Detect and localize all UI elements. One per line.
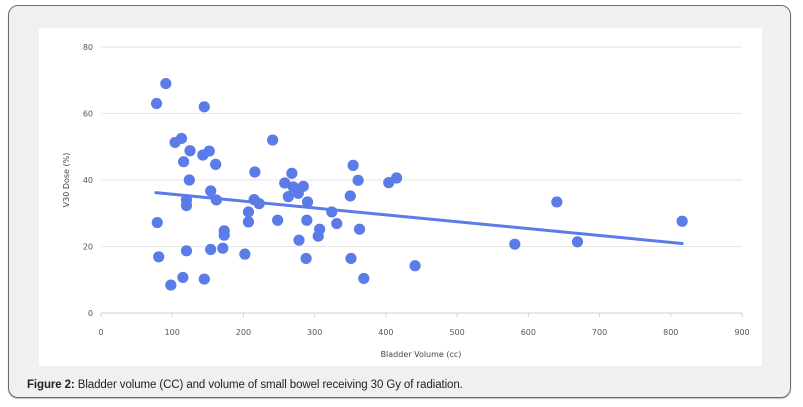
data-point bbox=[249, 166, 261, 178]
x-axis-ticks: 0 100 200 300 400 500 600 700 800 900 bbox=[98, 328, 749, 337]
data-point bbox=[326, 206, 338, 218]
data-point bbox=[218, 229, 230, 241]
data-point bbox=[347, 159, 359, 171]
data-point bbox=[409, 260, 421, 272]
data-point bbox=[293, 234, 305, 246]
data-point bbox=[331, 217, 343, 230]
caption-text: Bladder volume (CC) and volume of small … bbox=[74, 379, 463, 391]
data-point bbox=[205, 243, 217, 256]
gridlines bbox=[101, 46, 742, 247]
x-tick-label: 200 bbox=[236, 328, 251, 337]
data-point bbox=[352, 174, 364, 186]
data-point bbox=[153, 251, 165, 263]
data-point bbox=[301, 214, 313, 226]
data-point bbox=[353, 223, 366, 235]
y-tick-label: 40 bbox=[83, 176, 93, 185]
data-point bbox=[184, 145, 196, 157]
x-tick-label: 400 bbox=[378, 328, 393, 337]
data-point bbox=[183, 174, 195, 186]
data-point bbox=[210, 194, 222, 206]
chart-panel bbox=[39, 28, 762, 366]
data-point bbox=[178, 156, 190, 168]
data-point bbox=[358, 272, 370, 285]
data-point bbox=[205, 185, 217, 197]
data-point bbox=[165, 279, 177, 291]
trendline bbox=[154, 191, 684, 246]
data-point bbox=[282, 191, 294, 203]
y-tick-label: 20 bbox=[83, 243, 93, 252]
trendline-group bbox=[154, 191, 684, 246]
x-axis bbox=[100, 312, 743, 317]
data-point bbox=[390, 172, 403, 184]
y-tick-label: 80 bbox=[83, 43, 93, 52]
data-point bbox=[177, 271, 189, 284]
y-tick-label: 60 bbox=[83, 110, 93, 119]
data-point bbox=[279, 177, 291, 189]
data-point bbox=[242, 206, 255, 218]
data-point bbox=[345, 252, 357, 265]
x-tick-label: 100 bbox=[165, 328, 180, 337]
data-point bbox=[198, 273, 210, 285]
data-point bbox=[312, 230, 324, 242]
data-points bbox=[150, 77, 688, 291]
data-point bbox=[180, 245, 193, 257]
y-axis-ticks: 0 20 40 60 80 bbox=[83, 43, 93, 318]
x-axis-label: Bladder Volume (cc) bbox=[381, 350, 462, 359]
data-point bbox=[175, 132, 188, 145]
x-tick-label: 700 bbox=[592, 328, 607, 337]
data-point bbox=[286, 167, 298, 179]
caption-label: Figure 2: bbox=[27, 379, 75, 391]
x-tick-label: 800 bbox=[663, 328, 678, 337]
figure-caption: Figure 2: Bladder volume (CC) and volume… bbox=[27, 379, 463, 391]
x-tick-label: 0 bbox=[98, 328, 103, 337]
data-point bbox=[571, 236, 584, 248]
data-point bbox=[344, 190, 356, 202]
data-point bbox=[217, 242, 229, 254]
x-tick-label: 900 bbox=[734, 328, 749, 337]
data-point bbox=[239, 248, 251, 260]
y-axis-label: V30 Dose (%) bbox=[62, 153, 71, 208]
data-point bbox=[150, 97, 163, 110]
data-point bbox=[253, 198, 265, 210]
data-point bbox=[242, 216, 255, 228]
y-tick-label: 0 bbox=[88, 309, 93, 318]
data-point bbox=[180, 200, 193, 212]
x-tick-label: 300 bbox=[307, 328, 322, 337]
data-point bbox=[272, 214, 284, 226]
data-point bbox=[203, 145, 215, 157]
data-point bbox=[151, 216, 163, 229]
data-point bbox=[301, 196, 314, 208]
x-tick-label: 600 bbox=[521, 328, 536, 337]
x-tick-label: 500 bbox=[449, 328, 464, 337]
data-point bbox=[292, 187, 304, 199]
data-point bbox=[210, 158, 222, 170]
data-point bbox=[160, 77, 172, 90]
data-point bbox=[509, 238, 521, 250]
data-point bbox=[300, 252, 312, 265]
data-point bbox=[551, 196, 563, 208]
data-point bbox=[676, 215, 688, 227]
data-point bbox=[198, 101, 210, 113]
data-point bbox=[267, 134, 279, 146]
